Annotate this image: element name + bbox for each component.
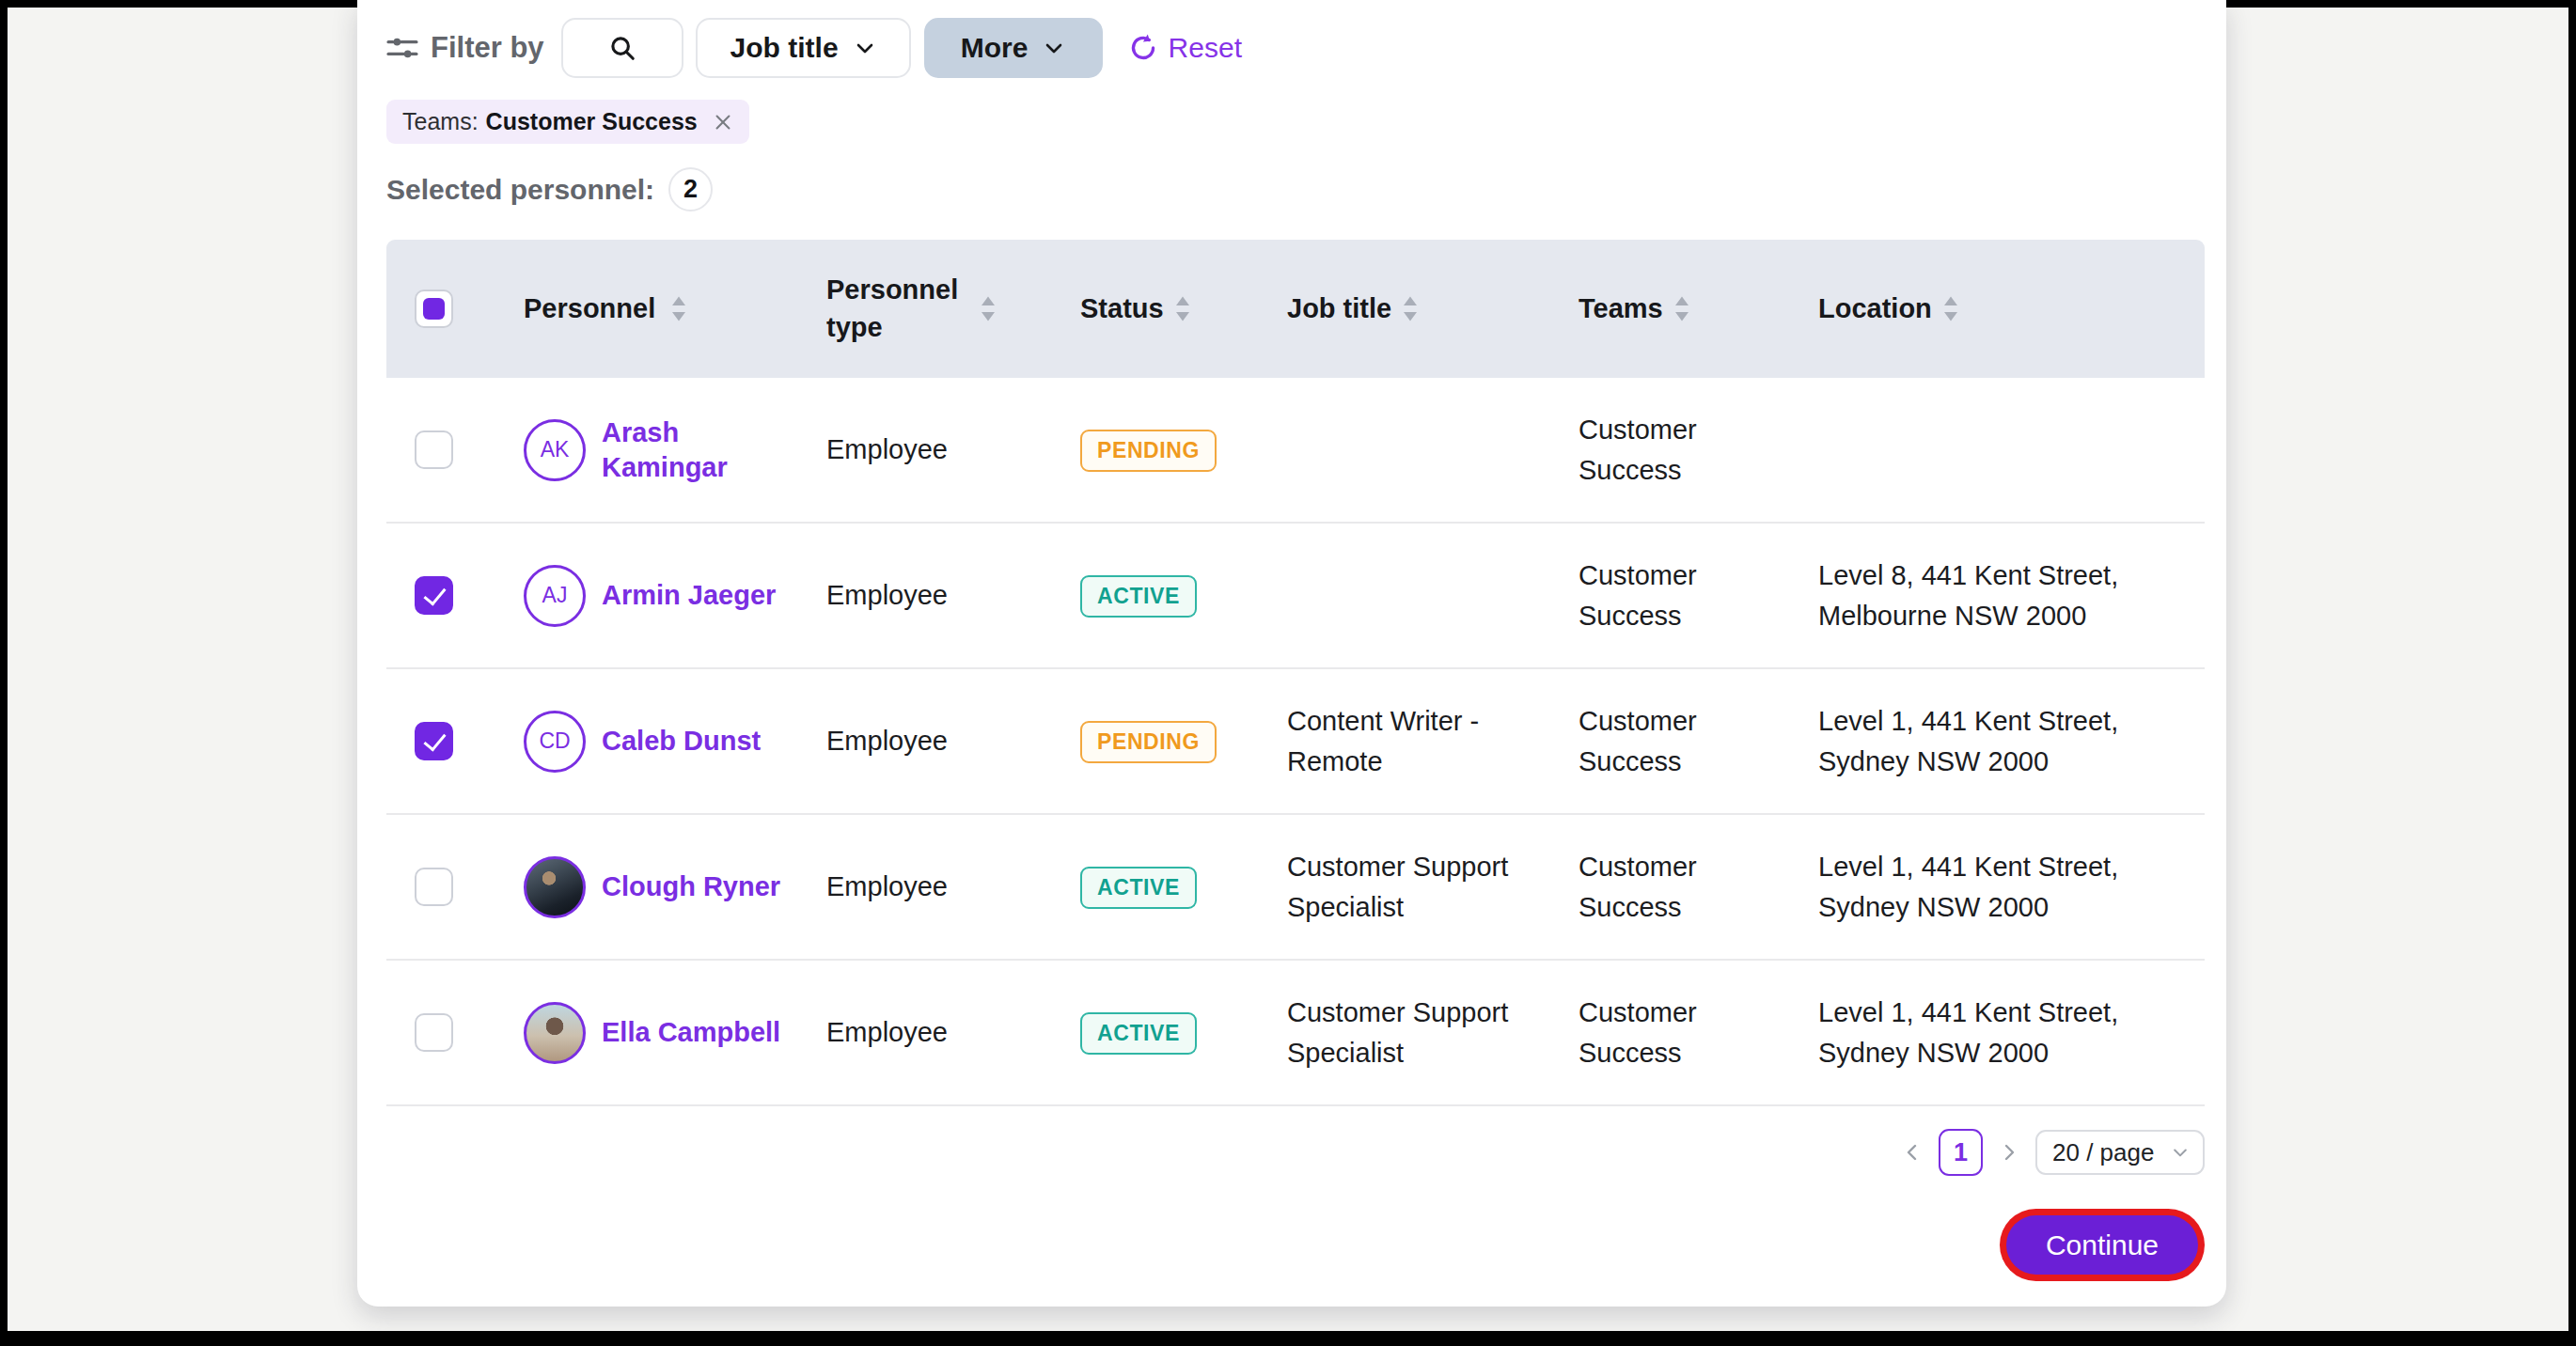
filter-by-group: Filter by bbox=[386, 31, 544, 65]
avatar: AK bbox=[524, 419, 586, 481]
reset-label: Reset bbox=[1169, 32, 1242, 64]
chip-value: Customer Success bbox=[486, 108, 698, 135]
avatar-initials: AK bbox=[541, 434, 570, 465]
status-badge: ACTIVE bbox=[1080, 867, 1197, 909]
personnel-name-link[interactable]: Armin Jaeger bbox=[602, 578, 776, 612]
personnel-type-value: Employee bbox=[826, 434, 948, 464]
filter-by-label: Filter by bbox=[431, 31, 544, 65]
personnel-type-value: Employee bbox=[826, 580, 948, 610]
personnel-table: Personnel Personnel type Status bbox=[386, 240, 2205, 1106]
sliders-icon bbox=[386, 32, 418, 64]
column-header-personnel: Personnel bbox=[524, 289, 655, 328]
status-badge: PENDING bbox=[1080, 430, 1217, 472]
selected-count-badge: 2 bbox=[668, 167, 713, 211]
job-title-filter-label: Job title bbox=[730, 32, 839, 64]
avatar-initials: AJ bbox=[542, 580, 568, 611]
sort-caret-icon[interactable] bbox=[1674, 296, 1689, 321]
sort-caret-icon[interactable] bbox=[1175, 296, 1190, 321]
close-icon[interactable] bbox=[713, 112, 733, 133]
column-header-teams: Teams bbox=[1579, 289, 1663, 328]
status-badge: ACTIVE bbox=[1080, 575, 1197, 618]
sort-caret-icon[interactable] bbox=[1943, 296, 1958, 321]
pagination: 1 20 / page bbox=[357, 1129, 2226, 1176]
column-header-job-title: Job title bbox=[1287, 289, 1391, 328]
page-size-select[interactable]: 20 / page bbox=[2035, 1130, 2205, 1175]
avatar bbox=[524, 856, 586, 918]
status-badge: PENDING bbox=[1080, 721, 1217, 763]
column-header-status: Status bbox=[1080, 289, 1164, 328]
location-value: Level 1, 441 Kent Street, Sydney NSW 200… bbox=[1818, 706, 2118, 775]
personnel-name-link[interactable]: Clough Ryner bbox=[602, 869, 780, 903]
more-filters-label: More bbox=[961, 32, 1029, 64]
personnel-selection-panel: Filter by Job title More bbox=[357, 0, 2226, 1307]
table-row: Ella Campbell Employee ACTIVE Customer S… bbox=[386, 961, 2205, 1106]
row-checkbox[interactable] bbox=[415, 430, 453, 469]
filter-bar: Filter by Job title More bbox=[357, 17, 2226, 79]
location-value: Level 1, 441 Kent Street, Sydney NSW 200… bbox=[1818, 852, 2118, 921]
job-title-value: Content Writer - Remote bbox=[1287, 706, 1479, 775]
table-row: CD Caleb Dunst Employee PENDING Content … bbox=[386, 669, 2205, 815]
avatar: AJ bbox=[524, 565, 586, 627]
current-page-button[interactable]: 1 bbox=[1939, 1129, 1983, 1176]
footer-actions: Continue bbox=[357, 1215, 2226, 1275]
row-checkbox[interactable] bbox=[415, 576, 453, 615]
job-title-value: Customer Support Specialist bbox=[1287, 852, 1508, 921]
reset-filters-button[interactable]: Reset bbox=[1128, 32, 1242, 64]
select-all-checkbox[interactable] bbox=[415, 290, 453, 328]
chevron-down-icon bbox=[1043, 37, 1065, 59]
teams-value: Customer Success bbox=[1579, 852, 1697, 921]
personnel-name-link[interactable]: Caleb Dunst bbox=[602, 724, 761, 758]
more-filters-button[interactable]: More bbox=[924, 18, 1103, 78]
personnel-type-value: Employee bbox=[826, 726, 948, 756]
sort-caret-icon[interactable] bbox=[1403, 296, 1418, 321]
row-checkbox[interactable] bbox=[415, 868, 453, 906]
selection-summary: Selected personnel: 2 bbox=[357, 167, 2226, 211]
search-button[interactable] bbox=[561, 18, 683, 78]
selected-personnel-label: Selected personnel: bbox=[386, 174, 654, 206]
teams-value: Customer Success bbox=[1579, 706, 1697, 775]
personnel-type-value: Employee bbox=[826, 871, 948, 901]
job-title-value: Customer Support Specialist bbox=[1287, 997, 1508, 1067]
column-header-location: Location bbox=[1818, 289, 1932, 328]
chevron-down-icon bbox=[854, 37, 876, 59]
row-checkbox[interactable] bbox=[415, 1013, 453, 1052]
table-row: Clough Ryner Employee ACTIVE Customer Su… bbox=[386, 815, 2205, 961]
chevron-right-icon[interactable] bbox=[1998, 1141, 2020, 1164]
avatar: CD bbox=[524, 711, 586, 773]
active-filters-row: Teams: Customer Success bbox=[357, 100, 2226, 144]
personnel-type-value: Employee bbox=[826, 1017, 948, 1047]
teams-value: Customer Success bbox=[1579, 997, 1697, 1067]
chevron-left-icon[interactable] bbox=[1901, 1141, 1924, 1164]
location-value: Level 1, 441 Kent Street, Sydney NSW 200… bbox=[1818, 997, 2118, 1067]
table-row: AJ Armin Jaeger Employee ACTIVE Customer… bbox=[386, 524, 2205, 669]
teams-value: Customer Success bbox=[1579, 415, 1697, 484]
chevron-down-icon bbox=[2171, 1143, 2190, 1162]
teams-filter-chip: Teams: Customer Success bbox=[386, 100, 749, 144]
status-badge: ACTIVE bbox=[1080, 1012, 1197, 1055]
row-checkbox[interactable] bbox=[415, 722, 453, 760]
avatar-initials: CD bbox=[539, 726, 570, 757]
column-header-personnel-type: Personnel type bbox=[826, 272, 969, 345]
table-body: AK Arash Kamingar Employee PENDING Custo… bbox=[386, 378, 2205, 1106]
sort-caret-icon[interactable] bbox=[671, 296, 686, 321]
table-header-row: Personnel Personnel type Status bbox=[386, 240, 2205, 378]
rotate-icon bbox=[1128, 33, 1158, 63]
search-icon bbox=[608, 34, 636, 62]
page-size-value: 20 / page bbox=[2052, 1138, 2154, 1167]
continue-button[interactable]: Continue bbox=[2006, 1215, 2198, 1275]
teams-value: Customer Success bbox=[1579, 560, 1697, 630]
sort-caret-icon[interactable] bbox=[981, 296, 996, 321]
page-background: Filter by Job title More bbox=[8, 8, 2568, 1331]
personnel-name-link[interactable]: Ella Campbell bbox=[602, 1015, 780, 1049]
location-value: Level 8, 441 Kent Street, Melbourne NSW … bbox=[1818, 560, 2118, 630]
personnel-name-link[interactable]: Arash Kamingar bbox=[602, 415, 782, 484]
avatar bbox=[524, 1002, 586, 1064]
chip-prefix: Teams: bbox=[402, 108, 479, 135]
table-row: AK Arash Kamingar Employee PENDING Custo… bbox=[386, 378, 2205, 524]
job-title-filter-button[interactable]: Job title bbox=[696, 18, 911, 78]
